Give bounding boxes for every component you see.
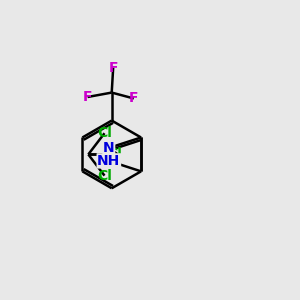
Text: NH: NH xyxy=(97,154,121,168)
Text: N: N xyxy=(103,141,115,155)
Text: Cl: Cl xyxy=(97,169,112,183)
Text: F: F xyxy=(83,90,92,104)
Text: F: F xyxy=(129,92,139,106)
Text: F: F xyxy=(108,61,118,75)
Text: Cl: Cl xyxy=(97,126,112,140)
Text: Cl: Cl xyxy=(107,147,122,161)
